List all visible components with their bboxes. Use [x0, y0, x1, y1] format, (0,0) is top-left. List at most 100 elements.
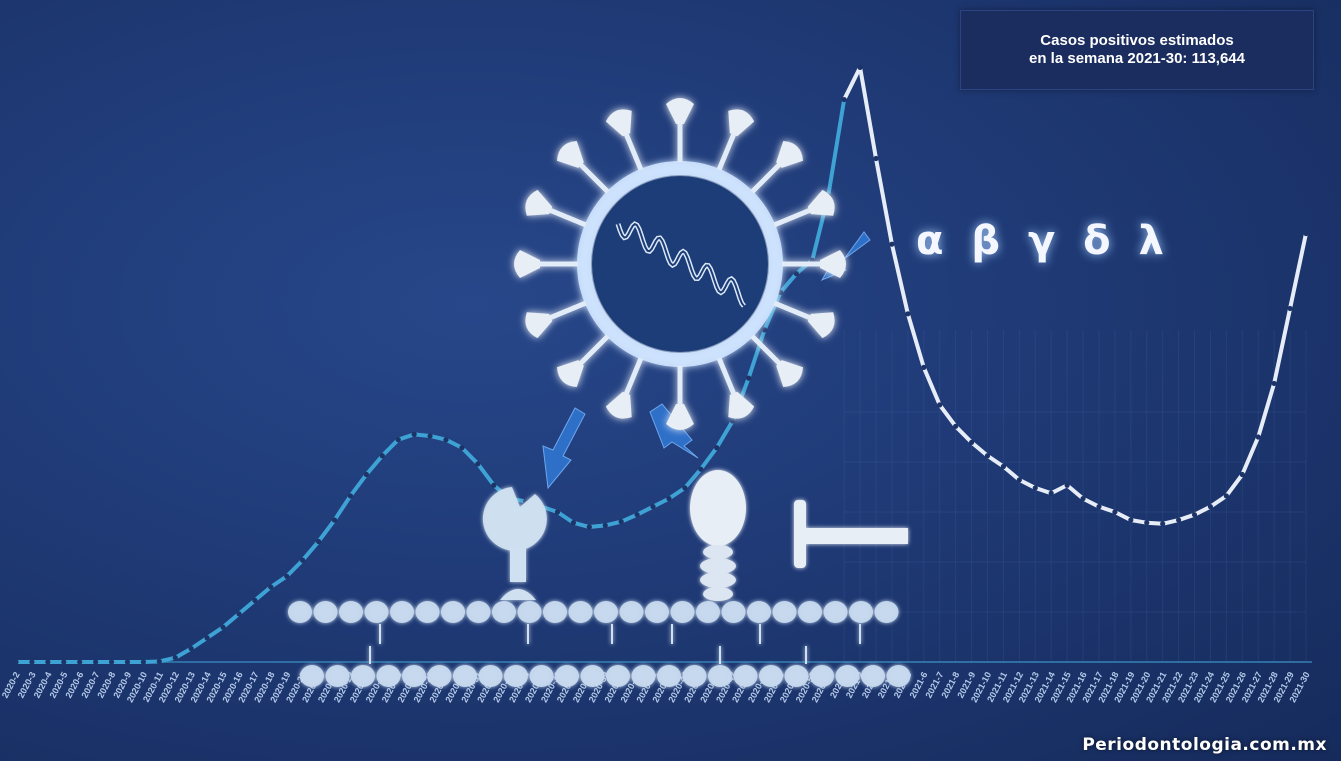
line-segment — [205, 625, 226, 640]
spike-protein — [605, 391, 632, 419]
data-point — [124, 659, 131, 665]
line-segment — [969, 440, 990, 458]
data-point — [300, 557, 306, 563]
data-point — [108, 659, 115, 665]
membrane-bead — [886, 665, 911, 687]
line-segment — [236, 598, 257, 616]
membrane-bead — [339, 601, 363, 623]
data-point — [1175, 517, 1182, 523]
line-segment — [714, 418, 735, 450]
line-segment — [1176, 512, 1197, 523]
line-segment — [619, 512, 640, 524]
line-segment — [874, 156, 894, 247]
receptor-icon — [482, 487, 547, 600]
line-segment — [587, 523, 608, 530]
membrane-bead — [849, 601, 873, 623]
spike-protein — [666, 98, 694, 124]
spike-stalk — [750, 158, 786, 194]
line-segment — [1224, 472, 1245, 498]
line-segment — [364, 453, 385, 477]
membrane-bead — [568, 601, 593, 623]
line-segment — [189, 635, 210, 651]
spike-stalk — [574, 158, 610, 194]
estimated-cases-line2: en la semana 2021-30: 113,644 — [1029, 50, 1245, 67]
line-segment — [651, 496, 671, 509]
membrane-bead — [645, 601, 669, 623]
line-segment — [412, 432, 433, 438]
membrane-bead — [325, 665, 350, 687]
line-segment — [698, 445, 719, 472]
data-point — [793, 271, 799, 277]
data-point — [443, 437, 449, 443]
data-point — [220, 624, 226, 630]
spike-protein — [514, 250, 540, 278]
line-segment — [428, 433, 448, 442]
line-segment — [1112, 510, 1133, 523]
data-point — [13, 659, 19, 665]
line-segment — [571, 520, 592, 530]
data-point — [1032, 485, 1038, 491]
data-point — [172, 655, 178, 661]
data-point — [29, 659, 35, 665]
line-segment — [1288, 231, 1308, 311]
membrane-bead — [504, 665, 528, 687]
spike-protein — [807, 189, 835, 216]
spike-stalk — [544, 205, 587, 228]
membrane-bead — [517, 601, 542, 623]
virus-envelope — [577, 161, 783, 367]
data-point — [268, 584, 274, 590]
spike-stalk — [750, 334, 786, 370]
line-segment — [1081, 496, 1101, 509]
data-point — [841, 96, 847, 103]
data-point — [475, 461, 481, 467]
membrane-bead — [810, 665, 834, 687]
data-point — [761, 327, 768, 333]
line-segment — [475, 461, 496, 488]
line-segment — [555, 510, 576, 525]
data-point — [379, 453, 385, 459]
data-point — [650, 504, 656, 510]
data-point — [1223, 493, 1229, 499]
line-segment — [173, 646, 194, 660]
membrane-bead — [721, 601, 746, 623]
series-line — [14, 65, 1308, 664]
line-segment — [459, 445, 480, 466]
blocker-icon — [794, 500, 908, 568]
data-point — [77, 659, 83, 665]
membrane-bead — [619, 601, 644, 623]
line-segment — [1256, 381, 1277, 440]
membrane-bead — [594, 601, 618, 623]
data-point — [188, 646, 194, 652]
line-segment — [157, 655, 178, 664]
line-segment — [1128, 518, 1149, 525]
virus-rna-inner — [617, 222, 745, 307]
membrane-bead — [772, 601, 797, 623]
spike-protein — [776, 360, 804, 388]
spike-stalk — [773, 205, 816, 228]
line-segment — [682, 467, 703, 490]
membrane-bead — [631, 665, 656, 687]
variant-letters: α β γ δ λ — [916, 218, 1171, 264]
data-point — [905, 311, 911, 317]
source-credit: Periodontologia.com.mx — [1082, 735, 1327, 755]
membrane-bead — [823, 601, 848, 623]
membrane-bead — [390, 601, 414, 623]
line-segment — [1033, 485, 1054, 496]
line-segment — [746, 327, 767, 381]
spike-protein — [820, 250, 846, 278]
data-point — [45, 659, 51, 665]
grid — [843, 330, 1307, 663]
data-point — [586, 524, 592, 530]
membrane-bead — [580, 665, 605, 687]
line-segment — [268, 574, 289, 590]
data-point — [252, 597, 258, 604]
data-point — [873, 155, 879, 162]
line-segment — [348, 472, 369, 498]
line-segment — [316, 518, 337, 544]
data-point — [698, 466, 704, 472]
spike-protein — [776, 140, 804, 168]
line-segment — [985, 453, 1006, 469]
membrane-bead — [670, 601, 695, 623]
line-segment — [332, 493, 353, 523]
